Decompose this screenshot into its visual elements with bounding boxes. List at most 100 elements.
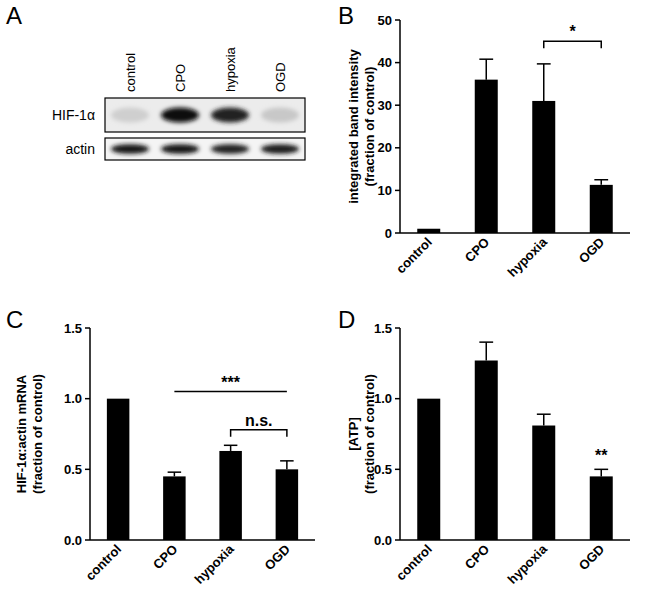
y-tick-label: 0.5 xyxy=(64,462,82,477)
x-axis xyxy=(400,539,630,541)
blot-box xyxy=(105,98,305,132)
bar xyxy=(532,101,555,233)
panel-letter: D xyxy=(338,306,355,333)
bar-panel: Bintegrated band intensity(fraction of c… xyxy=(338,2,630,280)
error-cap xyxy=(280,460,294,462)
error-cap xyxy=(594,179,608,181)
significance-label: *** xyxy=(221,374,240,391)
marks xyxy=(107,399,298,540)
error-line xyxy=(486,59,488,79)
row-label: actin xyxy=(65,141,95,157)
error-cap xyxy=(537,413,551,415)
bar-panel: D[ATP](fraction of control)0.00.51.01.5c… xyxy=(338,306,630,587)
error-bar xyxy=(479,342,493,360)
error-line xyxy=(286,461,288,469)
error-bar xyxy=(479,59,493,79)
y-tick-label: 10 xyxy=(378,183,392,198)
bar xyxy=(276,469,299,540)
y-tick-label: 1.0 xyxy=(64,391,82,406)
x-tick-label: control xyxy=(393,542,435,584)
y-tick-label: 50 xyxy=(378,13,392,28)
y-tick-label: 40 xyxy=(378,55,392,70)
bar xyxy=(107,399,130,540)
error-cap xyxy=(479,58,493,60)
y-axis xyxy=(89,328,91,540)
error-cap xyxy=(479,341,493,343)
x-tick-label: hypoxia xyxy=(505,541,551,587)
y-axis-label: (fraction of control) xyxy=(362,67,377,187)
y-tick-label: 30 xyxy=(378,98,392,113)
panel-letter: A xyxy=(6,2,22,29)
band xyxy=(211,144,249,154)
blot-box xyxy=(105,138,305,160)
x-tick-label: OGD xyxy=(261,542,293,574)
blot-panel: AcontrolCPOhypoxiaOGDHIF-1αactin xyxy=(6,2,305,160)
error-bar xyxy=(224,445,238,451)
band xyxy=(161,108,199,123)
x-tick-label: hypoxia xyxy=(191,541,237,587)
error-cap xyxy=(168,471,182,473)
y-tick-label: 0 xyxy=(385,226,392,241)
bar-panel: C HIF-1α:actin mRNA(fraction of control) 0… xyxy=(6,306,315,587)
marks xyxy=(417,342,613,540)
significance-line xyxy=(544,41,602,48)
x-tick-label: OGD xyxy=(576,235,608,267)
bar xyxy=(417,399,440,540)
error-bar xyxy=(594,469,608,476)
y-tick-label: 20 xyxy=(378,140,392,155)
error-line xyxy=(601,180,603,185)
marks xyxy=(417,59,613,233)
y-axis xyxy=(399,20,401,233)
band xyxy=(211,108,249,123)
x-tick-label: OGD xyxy=(576,542,608,574)
figure: AcontrolCPOhypoxiaOGDHIF-1αactinBintegra… xyxy=(0,0,649,608)
bar xyxy=(532,426,555,540)
bar xyxy=(590,476,613,540)
band xyxy=(261,108,299,123)
y-tick-label: 1.0 xyxy=(374,391,392,406)
x-tick-label: control xyxy=(393,235,435,277)
panel-letter: C xyxy=(6,306,23,333)
error-bar xyxy=(537,414,551,425)
error-line xyxy=(486,342,488,360)
error-bar xyxy=(537,64,551,101)
y-tick-label: 0.0 xyxy=(374,533,392,548)
significance-label: * xyxy=(569,23,576,40)
error-line xyxy=(230,445,232,451)
bar xyxy=(163,476,186,540)
bar xyxy=(475,80,498,233)
y-tick-label: 0.0 xyxy=(64,533,82,548)
lane-label: CPO xyxy=(173,64,188,92)
error-bar xyxy=(594,180,608,185)
y-axis-label: [ATP] xyxy=(346,417,361,451)
y-axis-label: (fraction of control) xyxy=(30,374,45,494)
significance-label: ** xyxy=(595,447,608,464)
error-cap xyxy=(594,469,608,471)
band xyxy=(111,144,149,154)
y-axis-label: HIF-1α:actin mRNA xyxy=(14,374,29,493)
significance-line xyxy=(231,430,287,437)
x-tick-label: control xyxy=(82,542,124,584)
lane-label: OGD xyxy=(273,62,288,92)
error-bar xyxy=(168,472,182,476)
error-line xyxy=(601,469,603,476)
band xyxy=(161,144,199,154)
y-axis xyxy=(399,328,401,540)
error-line xyxy=(543,414,545,425)
lane-label: hypoxia xyxy=(223,46,238,92)
bar xyxy=(219,451,242,540)
error-line xyxy=(543,64,545,101)
band xyxy=(261,144,299,154)
bar xyxy=(590,185,613,233)
y-tick-label: 1.5 xyxy=(374,321,392,336)
error-cap xyxy=(224,445,238,447)
x-axis xyxy=(90,539,315,541)
y-tick-label: 0.5 xyxy=(374,462,392,477)
error-bar xyxy=(280,461,294,469)
x-tick-label: hypoxia xyxy=(505,234,551,280)
x-tick-label: CPO xyxy=(462,235,493,266)
x-axis xyxy=(400,232,630,234)
y-tick-label: 1.5 xyxy=(64,321,82,336)
x-tick-label: CPO xyxy=(150,542,181,573)
error-cap xyxy=(537,63,551,65)
